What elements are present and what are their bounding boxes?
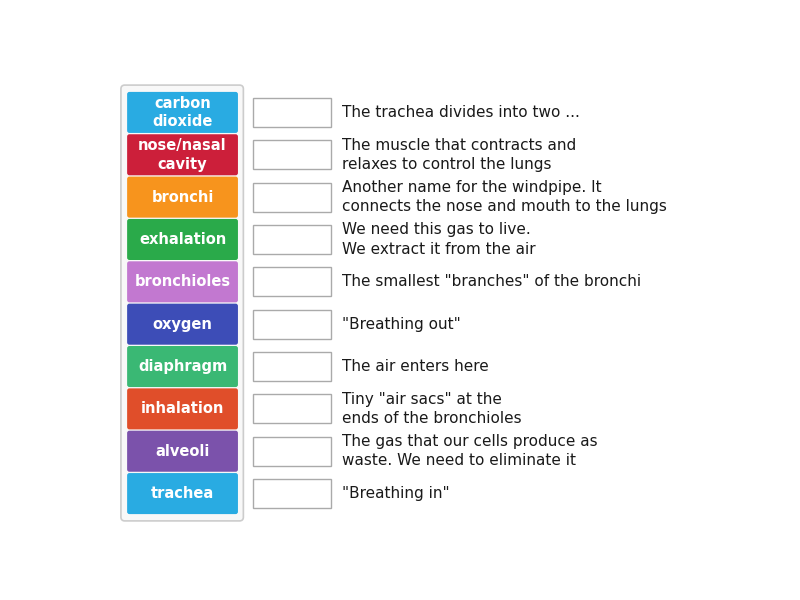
FancyBboxPatch shape (121, 85, 243, 521)
Text: oxygen: oxygen (153, 317, 213, 332)
FancyBboxPatch shape (127, 431, 238, 472)
Text: "Breathing out": "Breathing out" (342, 317, 461, 332)
FancyBboxPatch shape (254, 352, 331, 381)
Text: alveoli: alveoli (155, 444, 210, 459)
FancyBboxPatch shape (127, 176, 238, 218)
FancyBboxPatch shape (254, 437, 331, 466)
Text: The trachea divides into two ...: The trachea divides into two ... (342, 105, 580, 120)
Text: Tiny "air sacs" at the
ends of the bronchioles: Tiny "air sacs" at the ends of the bronc… (342, 392, 522, 426)
FancyBboxPatch shape (254, 98, 331, 127)
Text: nose/nasal
cavity: nose/nasal cavity (138, 138, 227, 172)
FancyBboxPatch shape (254, 394, 331, 423)
Text: carbon
dioxide: carbon dioxide (152, 95, 213, 129)
FancyBboxPatch shape (127, 388, 238, 430)
Text: The smallest "branches" of the bronchi: The smallest "branches" of the bronchi (342, 274, 641, 289)
FancyBboxPatch shape (254, 225, 331, 254)
Text: "Breathing in": "Breathing in" (342, 486, 450, 501)
FancyBboxPatch shape (127, 134, 238, 175)
Text: trachea: trachea (151, 486, 214, 501)
Text: bronchioles: bronchioles (134, 274, 230, 289)
Text: bronchi: bronchi (151, 190, 214, 205)
Text: Another name for the windpipe. It
connects the nose and mouth to the lungs: Another name for the windpipe. It connec… (342, 180, 666, 214)
Text: The muscle that contracts and
relaxes to control the lungs: The muscle that contracts and relaxes to… (342, 137, 576, 172)
Text: inhalation: inhalation (141, 401, 224, 416)
Text: We need this gas to live.
We extract it from the air: We need this gas to live. We extract it … (342, 223, 535, 257)
FancyBboxPatch shape (254, 479, 331, 508)
FancyBboxPatch shape (127, 92, 238, 133)
Text: diaphragm: diaphragm (138, 359, 227, 374)
FancyBboxPatch shape (127, 219, 238, 260)
Text: exhalation: exhalation (139, 232, 226, 247)
FancyBboxPatch shape (254, 310, 331, 338)
Text: The gas that our cells produce as
waste. We need to eliminate it: The gas that our cells produce as waste.… (342, 434, 598, 469)
FancyBboxPatch shape (254, 140, 331, 169)
FancyBboxPatch shape (254, 183, 331, 212)
FancyBboxPatch shape (127, 346, 238, 387)
Text: The air enters here: The air enters here (342, 359, 489, 374)
FancyBboxPatch shape (127, 473, 238, 514)
FancyBboxPatch shape (127, 304, 238, 344)
FancyBboxPatch shape (127, 262, 238, 302)
FancyBboxPatch shape (254, 268, 331, 296)
